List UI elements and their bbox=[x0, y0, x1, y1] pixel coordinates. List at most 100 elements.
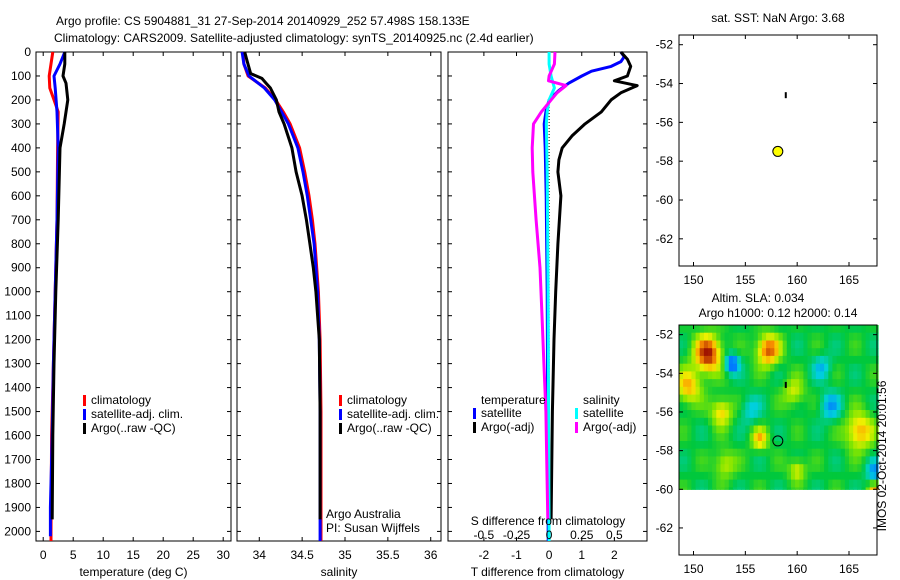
sla-cell bbox=[836, 410, 842, 419]
sla-cell bbox=[753, 325, 759, 334]
sla-cell bbox=[766, 386, 771, 396]
sla-cell bbox=[699, 394, 705, 403]
sla-cell bbox=[791, 325, 796, 334]
legend-label: satellite bbox=[583, 406, 624, 420]
sla-cell bbox=[828, 425, 833, 434]
lon-tick-label: 150 bbox=[683, 562, 703, 576]
sla-cell bbox=[728, 425, 734, 434]
sla-cell bbox=[811, 402, 817, 411]
x-tick-label: -2 bbox=[479, 548, 490, 562]
sla-cell bbox=[865, 487, 871, 490]
sla-cell bbox=[724, 402, 730, 411]
sla-cell bbox=[753, 379, 759, 388]
sla-cell bbox=[741, 332, 746, 341]
salinity-x-tick-label: -0.25 bbox=[503, 528, 531, 542]
sla-cell bbox=[695, 456, 701, 465]
sla-cell bbox=[828, 355, 833, 365]
sla-cell bbox=[807, 379, 813, 388]
sla-cell bbox=[720, 386, 726, 396]
sla-cell bbox=[778, 456, 784, 465]
sla-cell bbox=[853, 425, 858, 434]
float-annotation: PI: Susan Wijffels bbox=[326, 521, 420, 535]
sla-cell bbox=[774, 487, 780, 490]
sla-cell bbox=[873, 487, 879, 490]
sla-cell bbox=[724, 448, 730, 457]
sla-cell bbox=[683, 479, 688, 488]
sla-cell bbox=[807, 363, 813, 372]
title-line-2: Climatology: CARS2009. Satellite-adjuste… bbox=[54, 31, 534, 45]
sla-cell bbox=[749, 448, 755, 457]
sla-cell bbox=[865, 425, 871, 434]
sla-cell bbox=[683, 363, 688, 372]
sla-cell bbox=[728, 371, 734, 380]
sla-cell bbox=[844, 348, 850, 357]
sla-cell bbox=[712, 471, 717, 481]
sla-cell bbox=[757, 464, 763, 473]
sla-cell bbox=[865, 464, 871, 473]
sla-cell bbox=[803, 456, 809, 465]
sla-cell bbox=[844, 379, 850, 388]
sla-cell bbox=[836, 448, 842, 457]
sla-cell bbox=[687, 355, 692, 365]
sla-cell bbox=[865, 386, 871, 396]
sla-cell bbox=[778, 386, 784, 396]
sla-cell bbox=[869, 355, 875, 365]
sla-cell bbox=[844, 386, 850, 396]
sla-cell bbox=[770, 363, 775, 372]
sla-cell bbox=[799, 363, 804, 372]
sla-cell bbox=[840, 386, 846, 396]
sla-cell bbox=[778, 371, 784, 380]
sla-cell bbox=[836, 402, 842, 411]
sla-cell bbox=[795, 340, 800, 349]
sla-cell bbox=[679, 433, 684, 442]
sla-cell bbox=[873, 471, 879, 481]
sla-cell bbox=[873, 379, 879, 388]
legend-swatch bbox=[575, 408, 578, 419]
sla-cell bbox=[683, 471, 688, 481]
sla-cell bbox=[844, 355, 850, 365]
sla-cell bbox=[770, 464, 775, 473]
sla-cell bbox=[687, 410, 692, 419]
sla-cell bbox=[828, 386, 833, 396]
sla-cell bbox=[703, 433, 709, 442]
sla-cell bbox=[757, 371, 763, 380]
sla-cell bbox=[745, 394, 750, 403]
sla-cell bbox=[791, 340, 796, 349]
sla-cell bbox=[708, 448, 713, 457]
sla-cell bbox=[807, 417, 813, 427]
sla-cell bbox=[745, 379, 750, 388]
sla-cell bbox=[836, 417, 842, 427]
sla-cell bbox=[791, 471, 796, 481]
sla-cell bbox=[749, 479, 755, 488]
legend-swatch bbox=[339, 409, 342, 420]
y-tick-label: 700 bbox=[11, 213, 31, 227]
sla-cell bbox=[699, 340, 705, 349]
sla-cell bbox=[774, 386, 780, 396]
sla-cell bbox=[836, 379, 842, 388]
sla-cell bbox=[753, 417, 759, 427]
sla-cell bbox=[687, 425, 692, 434]
sla-cell bbox=[815, 386, 821, 396]
sla-cell bbox=[811, 417, 817, 427]
sla-cell bbox=[745, 386, 750, 396]
map-frame bbox=[678, 34, 878, 267]
sla-cell bbox=[708, 433, 713, 442]
sla-cell bbox=[857, 410, 862, 419]
sla-cell bbox=[720, 425, 726, 434]
sla-cell bbox=[873, 332, 879, 341]
sla-cell bbox=[803, 479, 809, 488]
sla-cell bbox=[807, 441, 813, 450]
sla-cell bbox=[824, 425, 829, 434]
sla-cell bbox=[873, 325, 879, 334]
sla-cell bbox=[741, 355, 746, 365]
sla-cell bbox=[679, 441, 684, 450]
sla-cell bbox=[861, 410, 867, 419]
legend-label: climatology bbox=[91, 393, 151, 407]
sla-cell bbox=[786, 425, 792, 434]
sla-cell bbox=[770, 441, 775, 450]
sla-cell bbox=[853, 355, 858, 365]
sla-cell bbox=[708, 355, 713, 365]
sla-cell bbox=[679, 471, 684, 481]
y-tick-label: 1200 bbox=[4, 333, 31, 347]
sla-cell bbox=[757, 363, 763, 372]
